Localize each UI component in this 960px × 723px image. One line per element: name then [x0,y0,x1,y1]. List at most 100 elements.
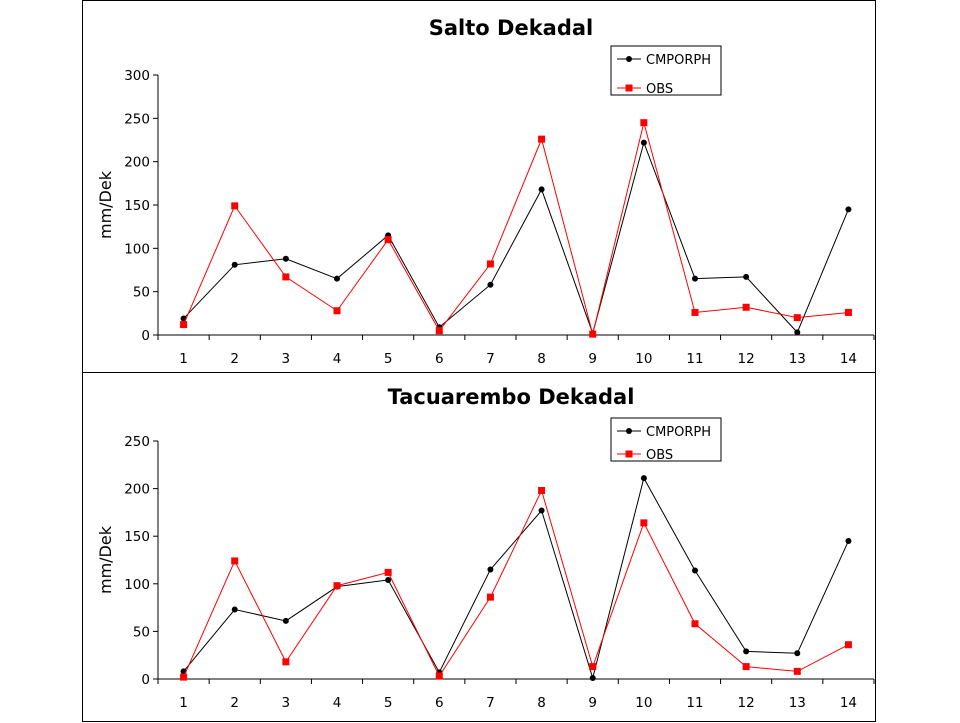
x-tick-label: 14 [840,695,857,711]
y-tick-label: 50 [133,285,150,301]
y-tick-label: 50 [133,624,150,640]
data-point-obs [435,327,443,335]
data-point-obs [793,314,801,322]
y-tick-label: 300 [124,68,150,84]
data-point-obs [538,135,546,143]
data-point-obs [282,658,290,666]
data-point-cmporph [640,475,647,482]
x-tick-label: 8 [537,351,546,367]
data-point-obs [486,260,494,268]
data-point-obs [844,308,852,316]
data-point-cmporph [589,675,596,682]
x-tick-label: 6 [435,351,444,367]
legend-label-obs: OBS [646,448,673,463]
data-point-obs [486,593,494,601]
x-tick-label: 2 [230,351,239,367]
data-point-obs [384,568,392,576]
chart-tacuarembo: Tacuarembo Dekadal mm/Dek 0 50 100 150 200 250 1… [96,385,875,711]
data-point-obs [333,307,341,315]
chart-panel-tacuarembo: Tacuarembo Dekadal mm/Dek 0 50 100 150 200 250 1… [82,372,876,722]
data-point-obs [180,673,188,681]
x-tick-label: 4 [333,695,342,711]
data-point-cmporph [640,139,647,146]
data-point-obs [282,273,290,281]
x-tick-label: 7 [486,351,495,367]
data-point-cmporph [385,576,392,583]
x-tick-label: 5 [384,695,393,711]
data-point-cmporph [794,329,801,336]
data-point-obs [640,119,648,127]
series-line-cmporph [183,140,849,335]
x-tick-label: 11 [686,351,703,367]
x-tick-label: 5 [384,351,393,367]
data-point-obs [742,303,750,311]
data-point-cmporph [231,261,238,268]
x-tick-label: 10 [635,695,652,711]
x-tick-label: 8 [537,695,546,711]
data-point-cmporph [282,617,289,624]
y-tick-label: 150 [124,529,150,545]
data-point-cmporph [487,566,494,573]
x-tick-label: 9 [588,351,597,367]
y-tick-label: 100 [124,241,150,257]
data-point-cmporph [282,255,289,262]
x-tick-label: 3 [282,351,291,367]
y-tick-label: 200 [124,482,150,498]
data-point-cmporph [845,537,852,544]
data-point-obs [589,330,597,338]
legend-marker-cmporph [626,56,632,62]
data-point-cmporph [692,275,698,282]
x-tick-label: 12 [738,351,755,367]
x-tick-label: 6 [435,695,444,711]
data-point-cmporph [845,206,852,213]
data-point-obs [793,667,801,675]
data-point-cmporph [334,275,340,282]
data-point-obs [640,519,648,527]
x-tick-label: 1 [179,351,188,367]
data-point-cmporph [692,567,698,574]
series-line-obs [183,122,849,335]
data-point-obs [231,557,239,565]
x-tick-label: 1 [179,695,188,711]
data-point-obs [231,202,239,210]
data-point-obs [435,672,443,680]
x-tick-label: 14 [840,351,857,367]
x-tick-label: 9 [588,695,597,711]
x-tick-label: 4 [333,351,342,367]
legend-label-obs: OBS [646,82,673,97]
y-tick-label: 250 [124,111,150,127]
x-tick-label: 2 [230,695,239,711]
x-tick-label: 7 [486,695,495,711]
legend-marker-obs [625,450,633,458]
data-point-cmporph [743,648,750,655]
y-tick-label: 0 [141,672,150,688]
y-axis-label: mm/Dek [96,525,115,594]
data-point-obs [333,582,341,590]
data-point-obs [691,620,699,628]
y-tick-label: 150 [124,198,150,214]
data-point-cmporph [231,606,238,613]
data-point-cmporph [538,186,545,193]
x-tick-label: 11 [686,695,703,711]
data-point-cmporph [487,281,494,288]
y-tick-label: 0 [141,328,150,344]
legend-marker-cmporph [626,428,632,434]
data-point-cmporph [743,273,750,280]
x-tick-label: 3 [282,695,291,711]
series-line-obs [183,489,849,678]
series-line-cmporph [183,476,849,680]
data-point-obs [589,663,597,671]
data-point-obs [844,641,852,649]
x-tick-label: 12 [738,695,755,711]
data-point-obs [384,236,392,244]
y-axis-label: mm/Dek [96,170,115,239]
y-tick-label: 200 [124,155,150,171]
y-tick-label: 250 [124,434,150,450]
legend-label-cmporph: CMPORPH [646,425,711,440]
x-tick-label: 13 [789,351,806,367]
data-point-obs [180,321,188,329]
data-point-cmporph [538,507,545,514]
chart-title: Salto Dekadal [429,16,593,40]
legend-marker-obs [625,84,633,92]
chart-title: Tacuarembo Dekadal [388,385,635,409]
